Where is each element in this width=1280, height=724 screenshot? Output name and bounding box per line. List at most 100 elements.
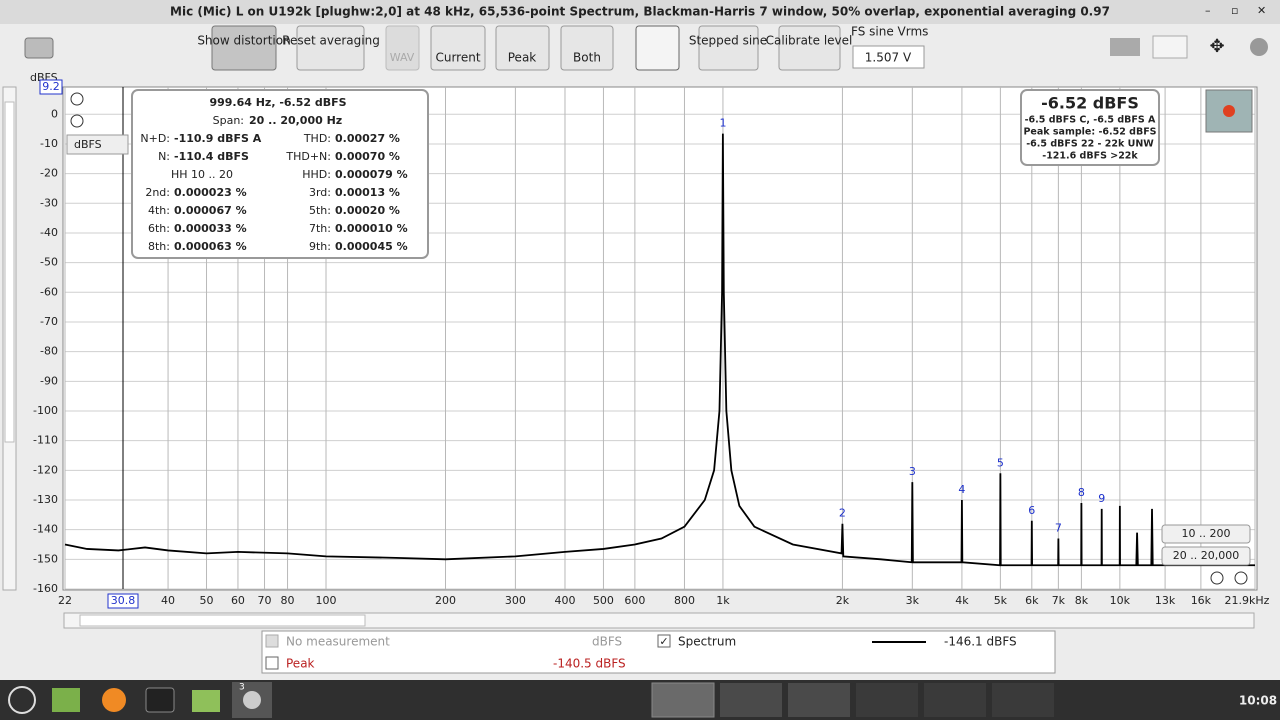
info-label: THD+N:	[285, 150, 331, 163]
menu-button[interactable]	[8, 686, 36, 714]
harmonic-label: 6	[1028, 504, 1035, 517]
button-label: WAV	[390, 51, 415, 64]
legend-unit: dBFS	[592, 635, 622, 649]
layout-button[interactable]	[1152, 35, 1188, 59]
fs-label: FS sine Vrms	[851, 25, 928, 39]
settings-button[interactable]	[1250, 38, 1268, 56]
x-zoom-out[interactable]	[1210, 571, 1224, 585]
camera-button[interactable]	[24, 37, 54, 59]
y-tick-label: -20	[40, 167, 58, 180]
info-label: 2nd:	[145, 186, 170, 199]
legend-value: -146.1 dBFS	[944, 635, 1017, 649]
info-value: 0.000067 %	[174, 204, 247, 217]
window-button[interactable]	[720, 683, 782, 717]
info-label: N:	[158, 150, 170, 163]
level-line: -6.5 dBFS 22 - 22k UNW	[1026, 139, 1154, 150]
reset-averaging-button[interactable]	[296, 25, 365, 71]
info-label: 4th:	[148, 204, 170, 217]
checkbox[interactable]	[265, 656, 279, 670]
calibrate-level-button[interactable]	[778, 25, 841, 71]
window-button[interactable]	[651, 682, 715, 718]
x-tick-label: 400	[554, 594, 575, 607]
app-icon[interactable]	[52, 688, 80, 712]
info-value: 0.00020 %	[335, 204, 400, 217]
y-tick-label: 0	[51, 107, 58, 120]
x-tick-label: 10k	[1110, 594, 1131, 607]
window-button[interactable]	[788, 683, 850, 717]
harmonic-label: 7	[1055, 522, 1062, 535]
minimize[interactable]: –	[1205, 4, 1211, 17]
current-button[interactable]	[430, 25, 486, 71]
button-label: Peak	[508, 51, 537, 65]
zoom-out[interactable]	[70, 114, 84, 128]
level-panel	[1020, 89, 1160, 166]
close[interactable]: ✕	[1257, 4, 1266, 17]
range-label: 20 .. 20,000	[1173, 549, 1239, 562]
cursor-label: 30.8	[111, 594, 136, 607]
x-tick-label: 50	[200, 594, 214, 607]
app-icon[interactable]	[192, 690, 220, 712]
layout-button[interactable]	[1110, 38, 1140, 56]
scroll-thumb[interactable]	[79, 614, 366, 627]
y-tick-label: -130	[33, 493, 58, 506]
x-tick-label: 7k	[1052, 594, 1066, 607]
window-button[interactable]	[924, 683, 986, 717]
unit-select[interactable]	[66, 134, 129, 155]
show-distortion-button[interactable]	[211, 25, 277, 71]
x-tick-label: 6k	[1025, 594, 1039, 607]
level-line: -121.6 dBFS >22k	[1042, 151, 1138, 162]
info-value: 0.000023 %	[174, 186, 247, 199]
level-main: -6.52 dBFS	[1041, 94, 1139, 113]
range-button[interactable]	[1161, 546, 1251, 566]
info-value: -110.9 dBFS A	[174, 132, 262, 145]
y-tick-label: -100	[33, 404, 58, 417]
checkbox[interactable]	[657, 634, 671, 648]
legend-item: Peak	[286, 657, 315, 671]
app-icon[interactable]	[102, 688, 126, 712]
maximize[interactable]: ▫	[1231, 4, 1238, 17]
zoom-in[interactable]	[70, 92, 84, 106]
title-bar	[0, 0, 1280, 24]
x-tick-label: 8k	[1075, 594, 1089, 607]
y-tick-label: -110	[33, 434, 58, 447]
x-tick-label: 22	[58, 594, 72, 607]
info-value: 0.000010 %	[335, 222, 408, 235]
both-button[interactable]	[560, 25, 614, 71]
checkbox[interactable]	[265, 634, 279, 648]
x-tick-label: 60	[231, 594, 245, 607]
range-button[interactable]	[1161, 524, 1251, 544]
info-label: N+D:	[140, 132, 170, 145]
x-zoom-in[interactable]	[1234, 571, 1248, 585]
unit-select-value: dBFS	[74, 138, 102, 151]
info-value: 0.000033 %	[174, 222, 247, 235]
info-panel	[131, 89, 429, 259]
info-value: 20 .. 20,000 Hz	[249, 114, 342, 127]
x-tick-label: 2k	[836, 594, 850, 607]
y-limit-box	[39, 79, 63, 95]
info-label: 3rd:	[309, 186, 331, 199]
peak-button[interactable]	[495, 25, 550, 71]
window-button[interactable]	[856, 683, 918, 717]
input-button[interactable]	[635, 25, 680, 71]
fs-input[interactable]	[852, 45, 925, 69]
cursor-box	[107, 593, 139, 609]
button-label: Stepped sine	[689, 34, 767, 48]
window-button[interactable]	[992, 683, 1054, 717]
info-label: 5th:	[309, 204, 331, 217]
fit-button[interactable]: ✥	[1209, 36, 1224, 57]
button-label: Current	[435, 51, 480, 65]
info-label: 9th:	[309, 240, 331, 253]
wav-button[interactable]	[385, 25, 420, 71]
stepped-sine-button[interactable]	[698, 25, 759, 71]
harmonic-label: 3	[909, 465, 916, 478]
scroll-thumb[interactable]	[4, 101, 15, 443]
y-tick-label: -140	[33, 523, 58, 536]
x-tick-label: 800	[674, 594, 695, 607]
x-tick-label: 300	[505, 594, 526, 607]
y-tick-label: -70	[40, 315, 58, 328]
info-value: 0.000079 %	[335, 168, 408, 181]
app-icon[interactable]	[145, 687, 175, 713]
fs-value: 1.507 V	[865, 51, 912, 65]
x-tick-label: 40	[161, 594, 175, 607]
x-tick-label: 1k	[716, 594, 730, 607]
